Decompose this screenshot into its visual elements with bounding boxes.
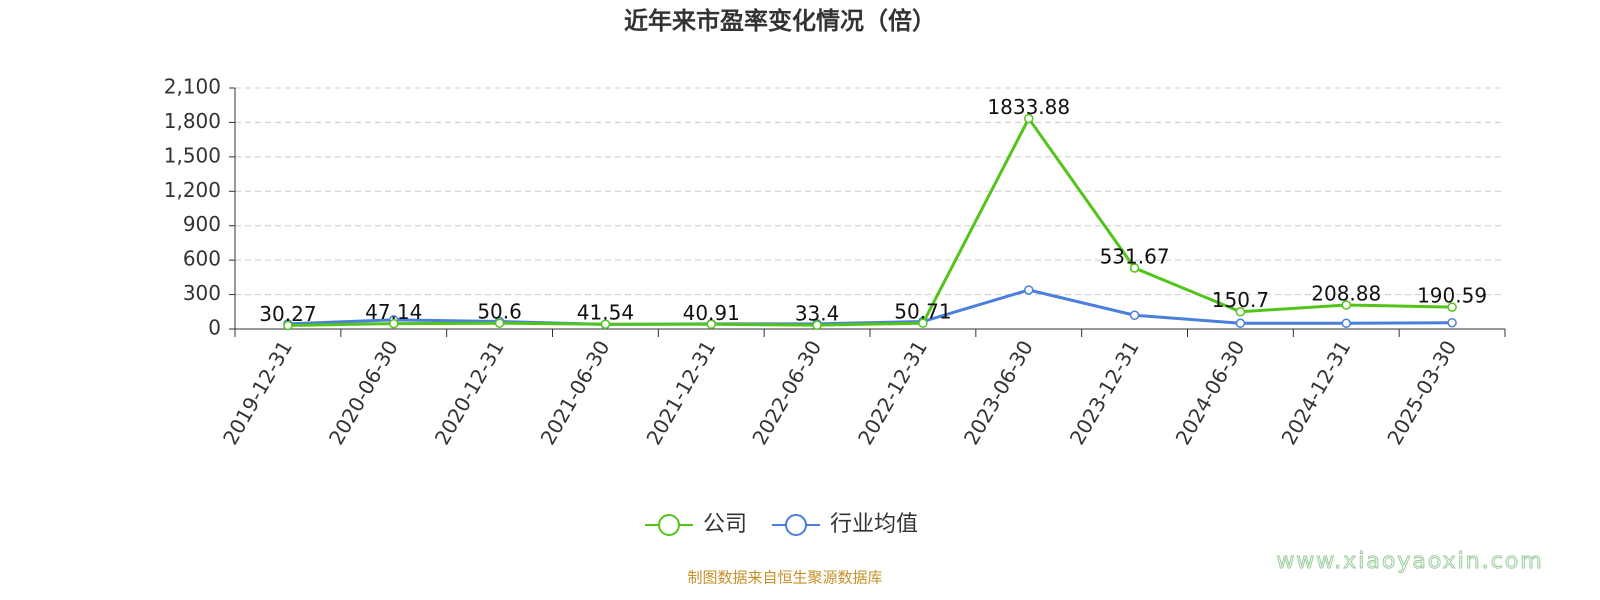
- chart-title: 近年来市盈率变化情况（倍）: [624, 7, 936, 35]
- x-tick-label: 2024-06-30: [1171, 336, 1250, 449]
- legend-label: 行业均值: [830, 512, 918, 537]
- x-tick-label: 2023-12-31: [1065, 336, 1144, 449]
- data-label: 190.59: [1417, 284, 1487, 308]
- x-tick-label: 2020-06-30: [324, 336, 403, 449]
- point: [706, 319, 716, 330]
- point: [1341, 318, 1351, 329]
- y-tick-label: 300: [183, 281, 221, 305]
- series-line: [287, 115, 1453, 328]
- source: 制图数据来自恒生聚源数据库: [687, 569, 882, 587]
- x-tick-label: 2023-06-30: [959, 336, 1038, 449]
- legend-marker: [658, 514, 680, 536]
- point: [918, 318, 928, 328]
- point: [1235, 306, 1246, 317]
- x-tick-label: 2022-06-30: [747, 336, 826, 449]
- point: [1024, 113, 1034, 124]
- y-tick-label: 600: [183, 247, 221, 271]
- y-tick-label: 0: [208, 316, 221, 340]
- y-tick-label: 1,800: [164, 109, 221, 133]
- y-tick-label: 900: [183, 212, 221, 236]
- x-tick-label: 2020-12-31: [430, 336, 509, 449]
- data-label: 33.4: [795, 302, 840, 326]
- x-tick-label: 2022-12-31: [853, 336, 932, 449]
- data-label: 40.91: [683, 301, 740, 325]
- point: [494, 318, 505, 328]
- point: [1447, 302, 1457, 312]
- x-tick-label: 2025-03-30: [1382, 336, 1461, 449]
- y-tick-label: 1,500: [164, 143, 221, 167]
- data-label: 1833.88: [987, 95, 1070, 119]
- x-tick-label: 2019-12-31: [218, 336, 297, 449]
- point: [389, 318, 399, 329]
- data-label: 50.6: [477, 300, 522, 324]
- x-tick-label: 2021-12-31: [641, 336, 720, 449]
- point: [1024, 285, 1034, 295]
- data-label: 50.71: [894, 300, 951, 324]
- data-label: 30.27: [259, 302, 316, 326]
- point: [1341, 300, 1351, 310]
- point: [1447, 317, 1457, 328]
- point: [1235, 318, 1246, 329]
- data-label: 47.14: [365, 300, 422, 324]
- point: [600, 319, 611, 329]
- data-label: 208.88: [1311, 282, 1381, 306]
- watermark: www.xiaoyaoxin.com: [1276, 549, 1543, 574]
- point: [1129, 310, 1140, 320]
- x-tick-label: 2024-12-31: [1276, 336, 1355, 449]
- series-line: [287, 288, 1453, 326]
- y-tick-label: 2,100: [164, 75, 221, 99]
- point: [1129, 263, 1140, 273]
- x-tick-label: 2021-06-30: [536, 336, 615, 449]
- y-tick-label: 1,200: [164, 178, 221, 202]
- point: [812, 320, 822, 330]
- point: [283, 320, 293, 331]
- data-label: 531.67: [1100, 244, 1170, 268]
- data-label: 150.7: [1212, 288, 1269, 312]
- legend-marker: [785, 514, 807, 536]
- legend-label: 公司: [703, 512, 747, 537]
- data-label: 41.54: [577, 301, 634, 325]
